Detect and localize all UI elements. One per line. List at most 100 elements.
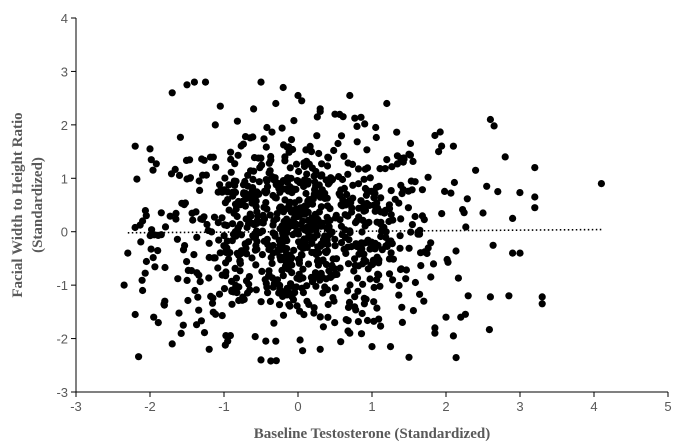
- data-point: [370, 317, 378, 325]
- data-point: [337, 338, 345, 346]
- data-point: [308, 278, 317, 286]
- data-point: [318, 171, 326, 179]
- data-point: [257, 154, 265, 162]
- data-point: [196, 278, 204, 286]
- data-point: [397, 181, 405, 189]
- data-point: [135, 353, 143, 361]
- data-point: [316, 313, 324, 321]
- data-point: [264, 289, 272, 297]
- data-point: [190, 251, 198, 259]
- data-point: [336, 191, 344, 200]
- data-point: [317, 269, 325, 277]
- data-point: [360, 250, 368, 258]
- data-point: [376, 165, 384, 173]
- data-point: [290, 246, 298, 254]
- data-point: [279, 83, 287, 92]
- data-point: [486, 115, 494, 124]
- data-point: [298, 97, 306, 105]
- data-point: [278, 266, 286, 274]
- data-point: [472, 166, 480, 174]
- data-point: [216, 102, 224, 110]
- data-point: [340, 245, 348, 253]
- data-point: [220, 232, 228, 240]
- data-point: [351, 261, 359, 269]
- data-point: [389, 276, 397, 284]
- data-point: [396, 232, 404, 240]
- data-point: [172, 215, 180, 223]
- data-point: [267, 152, 275, 161]
- data-point: [139, 286, 147, 295]
- data-point: [393, 128, 401, 136]
- data-point: [260, 135, 268, 143]
- data-point: [377, 322, 385, 330]
- data-point: [301, 176, 309, 184]
- data-point: [360, 175, 368, 183]
- data-point: [228, 300, 236, 308]
- data-point: [168, 89, 176, 97]
- data-point: [151, 263, 159, 271]
- y-axis-title-line2: (Standardized): [30, 157, 46, 253]
- data-point: [393, 160, 401, 168]
- data-point: [316, 345, 324, 353]
- data-point: [242, 195, 250, 203]
- data-point: [299, 217, 307, 225]
- x-tick-label: 3: [516, 399, 523, 414]
- data-point: [438, 142, 446, 150]
- data-point: [181, 242, 189, 250]
- data-point: [300, 235, 308, 243]
- data-point: [454, 274, 462, 282]
- data-point: [263, 235, 271, 243]
- data-point: [237, 201, 245, 209]
- data-point: [407, 228, 415, 236]
- data-point: [147, 245, 155, 253]
- data-point: [290, 117, 298, 125]
- data-point: [261, 187, 269, 195]
- data-point: [283, 215, 291, 223]
- data-point: [182, 156, 191, 164]
- data-point: [265, 169, 273, 177]
- data-point: [450, 178, 458, 187]
- data-point: [397, 265, 405, 273]
- data-point: [415, 230, 424, 238]
- data-point: [340, 152, 348, 160]
- data-point: [208, 299, 217, 307]
- data-point: [265, 267, 273, 275]
- y-tick-label: 0: [61, 225, 68, 240]
- data-point: [296, 336, 304, 344]
- data-point: [315, 249, 323, 257]
- data-point: [375, 182, 383, 190]
- data-point: [237, 142, 245, 150]
- data-point: [300, 162, 309, 171]
- data-point: [141, 269, 149, 277]
- data-point: [314, 215, 322, 224]
- data-point: [411, 278, 419, 287]
- data-point: [245, 280, 253, 288]
- data-point: [183, 81, 191, 89]
- data-point: [258, 227, 267, 235]
- data-point: [299, 347, 307, 355]
- data-point: [357, 330, 366, 338]
- data-point: [505, 292, 513, 300]
- data-point: [222, 259, 230, 267]
- data-point: [409, 157, 417, 165]
- data-point: [243, 223, 251, 232]
- data-point: [205, 345, 213, 353]
- data-point: [431, 329, 439, 337]
- data-point: [276, 225, 284, 233]
- data-point: [166, 212, 174, 220]
- y-tick-label: -2: [56, 332, 68, 347]
- data-point: [306, 234, 314, 242]
- x-axis-title: Baseline Testosterone (Standardized): [254, 426, 490, 442]
- data-point: [345, 298, 354, 306]
- data-point: [310, 309, 318, 317]
- data-point: [251, 333, 259, 341]
- data-point: [308, 248, 316, 257]
- x-tick-label: 4: [590, 399, 597, 414]
- data-point: [228, 220, 237, 228]
- data-point: [364, 238, 372, 246]
- data-point: [332, 211, 340, 219]
- data-point: [313, 257, 322, 265]
- data-point: [483, 182, 491, 190]
- data-point: [149, 254, 157, 262]
- data-point: [255, 178, 263, 186]
